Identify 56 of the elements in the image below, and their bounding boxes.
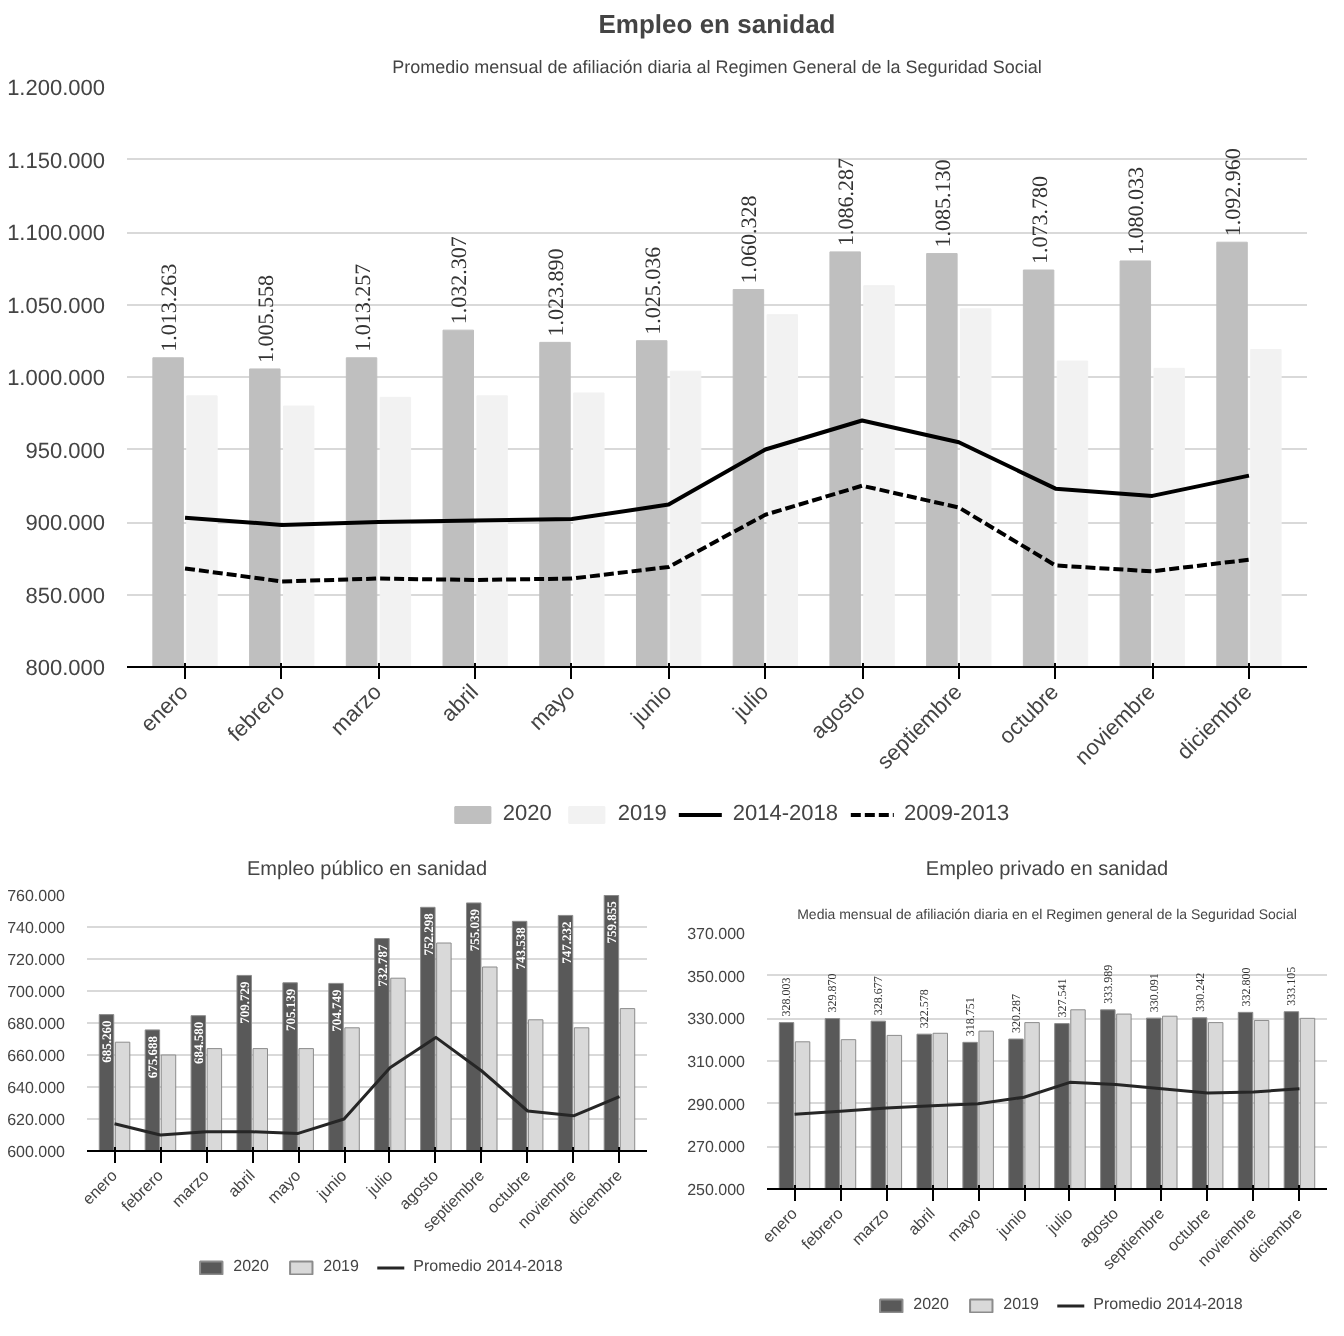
- data-label: 1.085.130: [931, 158, 956, 248]
- legend-label: 2014-2018: [732, 802, 838, 826]
- data-label: 1.032.307: [448, 235, 473, 325]
- chart-subtitle: Promedio mensual de afiliación diaria al Regimen General de la Seguridad Social: [392, 57, 1042, 77]
- y-tick-label: 620.000: [7, 1111, 67, 1129]
- y-tick-label: 850.000: [25, 584, 106, 609]
- chart-title: Empleo en sanidad: [598, 9, 836, 39]
- line-series: [183, 483, 1251, 584]
- y-tick-label: 1.050.000: [7, 294, 105, 319]
- y-tick-label: 250.000: [687, 1181, 747, 1199]
- data-label: 1.073.780: [1028, 175, 1053, 265]
- data-label: 1.080.033: [1125, 165, 1150, 255]
- y-tick-label: 640.000: [7, 1079, 67, 1097]
- data-label: 1.092.960: [1222, 147, 1247, 237]
- chart-title: Empleo privado en sanidad: [925, 859, 1169, 881]
- data-label: 1.023.890: [544, 247, 569, 337]
- y-tick-label: 270.000: [687, 1138, 747, 1157]
- y-tick-label: 1.200.000: [7, 77, 105, 101]
- y-tick-label: 700.000: [7, 983, 67, 1001]
- y-tick-label: 950.000: [25, 439, 106, 464]
- y-tick-label: 600.000: [7, 1143, 67, 1161]
- legend-label: 2019: [1003, 1295, 1041, 1313]
- legend-label: 2020: [913, 1295, 951, 1313]
- legend-label: 2020: [502, 802, 552, 826]
- legend-label: 2019: [617, 802, 667, 826]
- y-tick-label: 900.000: [25, 512, 106, 536]
- y-tick-label: 1.000.000: [7, 367, 105, 391]
- data-label: 1.005.558: [254, 273, 279, 363]
- y-tick-label: 1.150.000: [7, 149, 105, 174]
- data-label: 1.013.257: [351, 262, 376, 352]
- y-tick-label: 310.000: [687, 1053, 747, 1071]
- data-label: 1.060.328: [738, 194, 763, 284]
- line-series: [793, 1080, 1301, 1116]
- line-series: [183, 418, 1251, 527]
- y-tick-label: 800.000: [25, 657, 106, 681]
- data-label: 1.025.036: [641, 245, 666, 335]
- data-label: 1.086.287: [835, 156, 860, 246]
- y-tick-label: 720.000: [7, 951, 67, 969]
- x-tick-label: julio: [362, 1165, 398, 1201]
- y-tick-label: 350.000: [687, 967, 747, 986]
- y-tick-label: 330.000: [687, 1010, 747, 1029]
- y-tick-label: 680.000: [7, 1015, 67, 1033]
- legend-label: Promedio 2014-2018: [413, 1257, 563, 1275]
- legend-label: Promedio 2014-2018: [1093, 1295, 1243, 1313]
- legend-label: 2009-2013: [903, 802, 1010, 826]
- y-tick-label: 290.000: [687, 1095, 747, 1114]
- y-tick-label: 760.000: [7, 887, 67, 905]
- chart-title: Empleo público en sanidad: [246, 859, 488, 881]
- y-tick-label: 1.100.000: [7, 222, 105, 246]
- legend-label: 2020: [233, 1257, 271, 1275]
- x-tick-label: julio: [1042, 1203, 1078, 1239]
- y-tick-label: 660.000: [7, 1047, 67, 1065]
- y-tick-label: 370.000: [687, 925, 747, 943]
- legend-label: 2019: [323, 1257, 361, 1275]
- data-label: 1.013.263: [158, 262, 183, 352]
- y-tick-label: 740.000: [7, 919, 67, 937]
